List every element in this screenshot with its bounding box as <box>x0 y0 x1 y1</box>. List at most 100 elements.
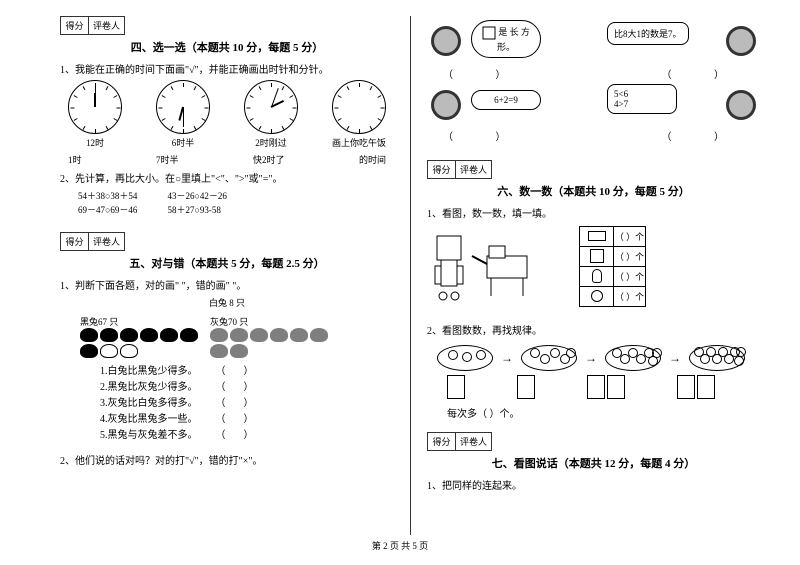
bubble-3: 6+2=9 <box>471 90 541 110</box>
clock-label: 12时 <box>60 136 130 149</box>
black-rabbit-label: 黑兔67 只 <box>80 315 200 328</box>
paren[interactable]: （） <box>216 380 272 396</box>
speech-scene: 是 长 方 形。 比8大1的数是7。 （ ） （ ） 6+2=9 5<6 4>7… <box>427 20 760 150</box>
sphere-icon <box>580 287 614 307</box>
calc: 43－26○42－26 <box>167 189 226 203</box>
calc: 69－47○69－46 <box>78 203 137 217</box>
face-icon <box>431 26 461 56</box>
q6-1: 1、看图，数一数，填一填。 <box>427 205 760 220</box>
grader-label: 评卷人 <box>89 233 124 250</box>
stmt: 4.灰兔比黑兔多一些。 <box>100 412 198 428</box>
stmt: 5.黑兔与灰兔差不多。 <box>100 428 198 444</box>
fill-cell[interactable]: （ ）个 <box>614 287 646 307</box>
bubble-text: 4>7 <box>614 99 628 109</box>
answer-box[interactable] <box>587 375 605 399</box>
answer-box[interactable] <box>607 375 625 399</box>
clock-label: 6时半 <box>148 136 218 149</box>
score-box: 得分 评卷人 <box>427 160 492 179</box>
each-more: 每次多（ ）个。 <box>447 405 760 420</box>
score-label: 得分 <box>428 161 456 178</box>
clock-1: 12时 <box>60 80 130 149</box>
paren[interactable]: （ ） <box>662 66 745 81</box>
grader-label: 评卷人 <box>89 17 124 34</box>
clock-face <box>68 80 122 134</box>
paren[interactable]: （ ） <box>443 128 526 143</box>
white-rabbit-label: 白兔 8 只 <box>60 296 394 309</box>
paren[interactable]: （） <box>216 396 272 412</box>
score-box: 得分 评卷人 <box>60 16 125 35</box>
face-icon <box>431 90 461 120</box>
score-box: 得分 评卷人 <box>427 432 492 451</box>
clock-label: 画上你吃午饭 <box>324 136 394 149</box>
q4-2: 2、先计算，再比大小。在○里填上"<"、">"或"="。 <box>60 170 394 185</box>
judge-list: 1.白兔比黑兔少得多。 （） 2.黑兔比灰兔少得多。 （） 3.灰兔比白兔多得多。 （… <box>100 364 394 444</box>
q5-1: 1、判断下面各题，对的画" "，错的画" "。 <box>60 277 394 292</box>
calc: 58＋27○93-58 <box>167 203 220 217</box>
bubble-text: 形。 <box>497 42 515 52</box>
fill-cell[interactable]: （ ）个 <box>614 227 646 247</box>
q4-1: 1、我能在正确的时间下面画"√"，并能正确画出时针和分针。 <box>60 61 394 76</box>
clock-face <box>332 80 386 134</box>
plate <box>521 345 577 371</box>
row2-b: 7时半 <box>156 153 179 166</box>
stmt: 1.白兔比黑兔少得多。 <box>100 364 198 380</box>
section-4-title: 四、选一选（本题共 10 分，每题 5 分） <box>60 39 394 55</box>
calc-block: 54＋38○38＋54 43－26○42－26 69－47○69－46 58＋2… <box>78 189 394 218</box>
plate <box>437 345 493 371</box>
paren[interactable]: （） <box>216 412 272 428</box>
rabbits-area: 黑兔67 只 灰兔70 只 <box>80 315 394 358</box>
bubble-1: 是 长 方 形。 <box>471 20 541 58</box>
clock-face <box>244 80 298 134</box>
page-footer: 第 2 页 共 5 页 <box>0 535 800 552</box>
face-icon <box>726 90 756 120</box>
score-label: 得分 <box>61 233 89 250</box>
paren[interactable]: （ ） <box>662 128 745 143</box>
section-5-title: 五、对与错（本题共 5 分，每题 2.5 分） <box>60 255 394 271</box>
cube-icon <box>580 247 614 267</box>
answer-boxes <box>447 375 760 399</box>
clock-4: 画上你吃午饭 <box>324 80 394 149</box>
arrow-icon: → <box>669 351 681 366</box>
clocks-row: 12时 6时半 2时刚过 画上你吃午饭 <box>60 80 394 149</box>
plate <box>689 345 745 371</box>
fill-cell[interactable]: （ ）个 <box>614 247 646 267</box>
face-icon <box>726 26 756 56</box>
arrow-icon: → <box>501 351 513 366</box>
stmt: 3.灰兔比白兔多得多。 <box>100 396 198 412</box>
bubble-text: 是 长 方 <box>498 27 530 37</box>
answer-box[interactable] <box>517 375 535 399</box>
cuboid-icon <box>580 227 614 247</box>
cylinder-icon <box>580 267 614 287</box>
answer-box[interactable] <box>447 375 465 399</box>
clock-row2: 1时 7时半 快2时了 的时间 <box>60 153 394 166</box>
paren[interactable]: （） <box>216 428 272 444</box>
plate <box>605 345 661 371</box>
fill-cell[interactable]: （ ）个 <box>614 267 646 287</box>
bubble-text: 5<6 <box>614 89 628 99</box>
clock-face <box>156 80 210 134</box>
row2-c: 快2时了 <box>253 153 285 166</box>
row2-a: 1时 <box>68 153 82 166</box>
paren[interactable]: （） <box>216 364 272 380</box>
clock-3: 2时刚过 <box>236 80 306 149</box>
paren[interactable]: （ ） <box>443 66 526 81</box>
answer-box[interactable] <box>697 375 715 399</box>
stmt: 2.黑兔比灰兔少得多。 <box>100 380 198 396</box>
arrow-icon: → <box>585 351 597 366</box>
bubble-2: 比8大1的数是7。 <box>607 22 689 45</box>
score-label: 得分 <box>428 433 456 450</box>
score-box: 得分 评卷人 <box>60 232 125 251</box>
robot-dog-image <box>427 226 567 316</box>
section-7-title: 七、看图说话（本题共 12 分，每题 4 分） <box>427 455 760 471</box>
q6-2: 2、看图数数，再找规律。 <box>427 322 760 337</box>
q7-1: 1、把同样的连起来。 <box>427 477 760 492</box>
calc: 54＋38○38＋54 <box>78 189 137 203</box>
shapes-scene: （ ）个 （ ）个 （ ）个 （ ）个 <box>427 226 760 316</box>
bubble-4: 5<6 4>7 <box>607 84 677 114</box>
clock-label: 2时刚过 <box>236 136 306 149</box>
grader-label: 评卷人 <box>456 161 491 178</box>
clock-2: 6时半 <box>148 80 218 149</box>
plates-row: → → → <box>437 345 760 371</box>
score-label: 得分 <box>61 17 89 34</box>
answer-box[interactable] <box>677 375 695 399</box>
